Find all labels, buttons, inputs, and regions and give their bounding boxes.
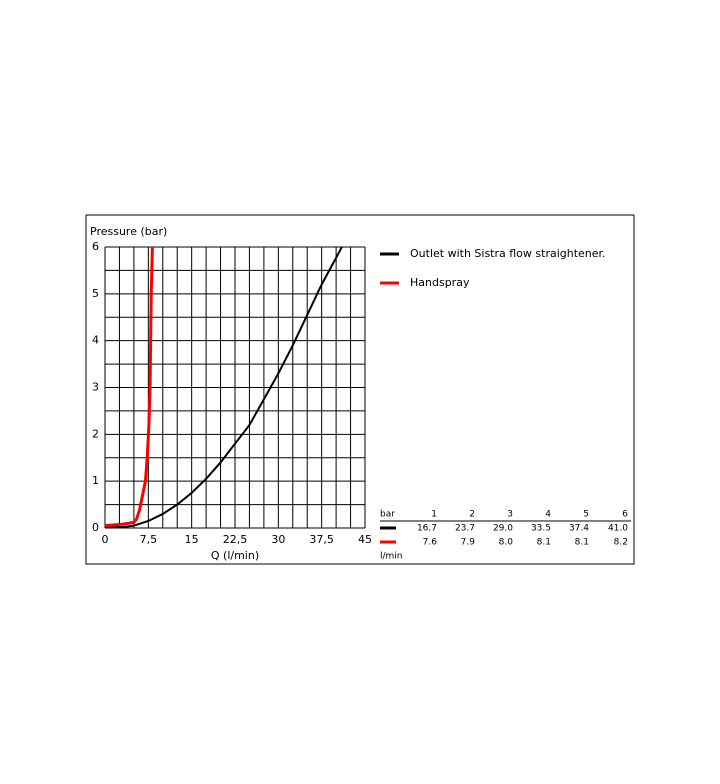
series-line (104, 246, 154, 528)
table-header: bar (380, 510, 395, 520)
table-column: 4 (545, 510, 551, 520)
table-cell: 7.9 (461, 538, 476, 548)
y-tick-label: 3 (92, 381, 99, 394)
y-tick-label: 4 (92, 334, 99, 347)
y-tick-label: 2 (92, 427, 99, 440)
table-column: 2 (469, 510, 475, 520)
x-tick-label: 0 (102, 533, 109, 546)
table-column: 1 (431, 510, 437, 520)
x-tick-label: 30 (271, 533, 285, 546)
table-cell: 8.0 (499, 538, 514, 548)
y-tick-label: 0 (92, 521, 99, 534)
x-axis-label: Q (l/min) (211, 549, 259, 562)
table-column: 6 (622, 510, 628, 520)
x-tick-label: 15 (185, 533, 199, 546)
table-cell: 29.0 (493, 524, 513, 534)
table-column: 3 (507, 510, 513, 520)
table-cell: 41.0 (608, 524, 628, 534)
table-cell: 8.1 (575, 538, 589, 548)
table-column: 5 (583, 510, 589, 520)
table-cell: 8.1 (537, 538, 551, 548)
legend-label: Handspray (410, 276, 470, 289)
series-line (105, 246, 343, 529)
y-tick-label: 5 (92, 287, 99, 300)
x-tick-label: 22,5 (223, 533, 248, 546)
table-cell: 7.6 (423, 538, 438, 548)
frame (85, 214, 635, 565)
y-tick-label: 6 (92, 240, 99, 253)
legend-label: Outlet with Sistra flow straightener. (410, 247, 606, 260)
x-tick-label: 37,5 (309, 533, 334, 546)
table-unit: l/min (380, 552, 403, 562)
y-tick-label: 1 (92, 474, 99, 487)
table-cell: 33.5 (531, 524, 551, 534)
x-tick-label: 45 (358, 533, 372, 546)
x-tick-label: 7,5 (140, 533, 158, 546)
table-cell: 8.2 (614, 538, 628, 548)
table-cell: 37.4 (569, 524, 589, 534)
table-cell: 23.7 (455, 524, 475, 534)
y-axis-label: Pressure (bar) (90, 225, 167, 238)
table-cell: 16.7 (417, 524, 437, 534)
